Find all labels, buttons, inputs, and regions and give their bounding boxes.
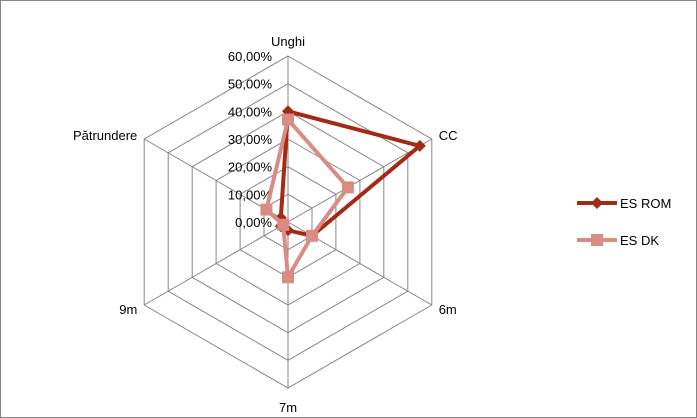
axis-labels: Unghi CC 6m 7m 9m Pătrundere [73,34,458,415]
legend-label: ES ROM [620,196,671,211]
radial-tick-label: 0,00% [235,215,272,230]
data-point [341,181,354,194]
series-es-dk [260,113,354,284]
axis-label: Pătrundere [73,128,137,143]
data-point [260,203,273,216]
radial-tick-label: 50,00% [228,77,273,92]
legend-item: ES ROM [577,196,671,211]
data-series [260,105,426,284]
data-point [413,139,426,152]
data-point [306,229,318,242]
data-point [277,218,290,231]
data-point [282,113,294,126]
legend-label: ES DK [620,233,659,248]
legend: ES ROM ES DK [577,196,671,248]
legend-marker [591,197,603,209]
axis-label: 9m [119,302,137,317]
data-point [282,271,294,284]
radial-tick-labels: 0,00% 10,00% 20,00% 30,00% 40,00% 50,00% 60,00… [228,49,273,230]
series-line [278,109,422,238]
radial-tick-label: 10,00% [228,187,273,202]
legend-item: ES DK [577,233,659,248]
radial-tick-label: 40,00% [228,104,273,119]
axis-label: Unghi [271,34,305,49]
axis-label: 6m [439,302,457,317]
radial-tick-label: 60,00% [228,49,273,64]
legend-marker [591,234,603,246]
grid-spoke [287,138,433,223]
grid-spoke [143,221,289,306]
radial-tick-label: 20,00% [228,160,273,175]
axis-label: CC [439,128,458,143]
series-es-rom [274,105,426,242]
axis-label: 7m [279,400,297,415]
radial-tick-label: 30,00% [228,132,273,147]
